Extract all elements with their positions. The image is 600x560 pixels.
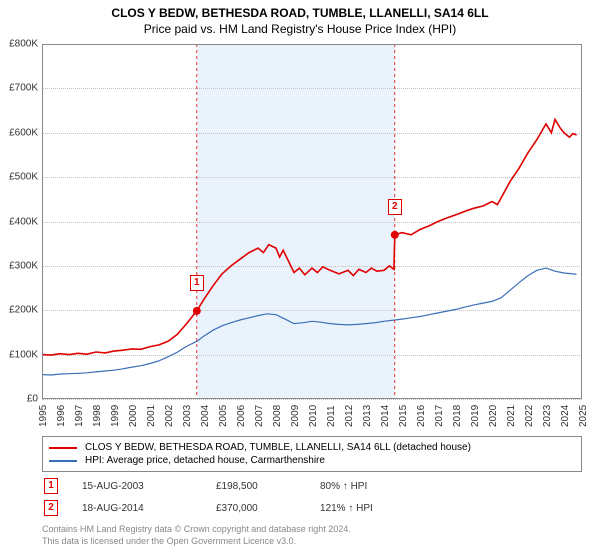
x-tick-label: 2006: [236, 405, 247, 427]
x-tick-label: 2001: [146, 405, 157, 427]
x-tick-label: 2020: [488, 405, 499, 427]
series-price: [42, 119, 577, 355]
x-tick-label: 2008: [272, 405, 283, 427]
x-tick-label: 2013: [362, 405, 373, 427]
annotation-date: 15-AUG-2003: [82, 481, 192, 492]
x-tick-label: 2010: [308, 405, 319, 427]
x-tick-label: 2023: [542, 405, 553, 427]
x-tick-label: 2007: [254, 405, 265, 427]
legend-item: HPI: Average price, detached house, Carm…: [49, 454, 575, 467]
annotation-row: 1 15-AUG-2003 £198,500 80% ↑ HPI: [42, 478, 582, 494]
footer: Contains HM Land Registry data © Crown c…: [42, 524, 582, 547]
y-tick-label: £100K: [0, 349, 38, 360]
legend-label: CLOS Y BEDW, BETHESDA ROAD, TUMBLE, LLAN…: [85, 442, 471, 453]
legend-item: CLOS Y BEDW, BETHESDA ROAD, TUMBLE, LLAN…: [49, 441, 575, 454]
x-tick-label: 2019: [470, 405, 481, 427]
footer-line: Contains HM Land Registry data © Crown c…: [42, 524, 582, 536]
x-tick-label: 2025: [578, 405, 589, 427]
plot-area: 12 £0£100K£200K£300K£400K£500K£600K£700K…: [42, 44, 582, 399]
annotation-badge: 1: [44, 478, 58, 494]
annotation-badge: 2: [44, 500, 58, 516]
sale-marker-label: 1: [190, 275, 204, 291]
title-block: CLOS Y BEDW, BETHESDA ROAD, TUMBLE, LLAN…: [0, 0, 600, 36]
annotation-hpi: 121% ↑ HPI: [320, 503, 420, 514]
annotation-row: 2 18-AUG-2014 £370,000 121% ↑ HPI: [42, 500, 582, 516]
x-tick-label: 1999: [110, 405, 121, 427]
x-tick-label: 2011: [326, 405, 337, 427]
x-tick-label: 2004: [200, 405, 211, 427]
annotation-price: £370,000: [216, 503, 296, 514]
x-tick-label: 2015: [398, 405, 409, 427]
legend-label: HPI: Average price, detached house, Carm…: [85, 455, 325, 466]
sale-point: [391, 231, 399, 239]
y-tick-label: £800K: [0, 39, 38, 50]
x-tick-label: 1996: [56, 405, 67, 427]
y-tick-label: £400K: [0, 216, 38, 227]
footer-line: This data is licensed under the Open Gov…: [42, 536, 582, 548]
x-tick-label: 2000: [128, 405, 139, 427]
x-tick-label: 2005: [218, 405, 229, 427]
annotation-price: £198,500: [216, 481, 296, 492]
sale-point: [193, 307, 201, 315]
annotation-date: 18-AUG-2014: [82, 503, 192, 514]
x-tick-label: 2003: [182, 405, 193, 427]
legend-swatch: [49, 460, 77, 462]
chart-container: CLOS Y BEDW, BETHESDA ROAD, TUMBLE, LLAN…: [0, 0, 600, 560]
legend: CLOS Y BEDW, BETHESDA ROAD, TUMBLE, LLAN…: [42, 436, 582, 472]
x-tick-label: 2014: [380, 405, 391, 427]
x-tick-label: 2012: [344, 405, 355, 427]
x-tick-label: 2016: [416, 405, 427, 427]
series-hpi: [42, 268, 577, 375]
line-layer: [42, 44, 582, 399]
legend-swatch: [49, 447, 77, 449]
bottom-block: CLOS Y BEDW, BETHESDA ROAD, TUMBLE, LLAN…: [42, 436, 582, 547]
x-tick-label: 2021: [506, 405, 517, 427]
x-tick-label: 2022: [524, 405, 535, 427]
y-tick-label: £700K: [0, 83, 38, 94]
x-tick-label: 2018: [452, 405, 463, 427]
chart-title: CLOS Y BEDW, BETHESDA ROAD, TUMBLE, LLAN…: [0, 6, 600, 20]
sale-marker-label: 2: [388, 199, 402, 215]
y-tick-label: £500K: [0, 172, 38, 183]
y-tick-label: £600K: [0, 127, 38, 138]
y-tick-label: £200K: [0, 305, 38, 316]
x-tick-label: 1997: [74, 405, 85, 427]
chart-subtitle: Price paid vs. HM Land Registry's House …: [0, 22, 600, 36]
y-tick-label: £300K: [0, 260, 38, 271]
x-tick-label: 1995: [38, 405, 49, 427]
annotation-hpi: 80% ↑ HPI: [320, 481, 420, 492]
x-tick-label: 2024: [560, 405, 571, 427]
y-tick-label: £0: [0, 394, 38, 405]
x-tick-label: 1998: [92, 405, 103, 427]
x-tick-label: 2009: [290, 405, 301, 427]
gridline: [42, 399, 582, 400]
x-tick-label: 2017: [434, 405, 445, 427]
x-tick-label: 2002: [164, 405, 175, 427]
